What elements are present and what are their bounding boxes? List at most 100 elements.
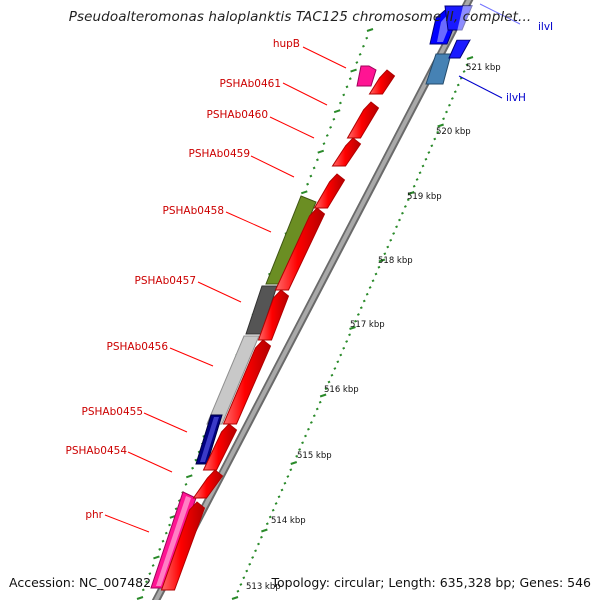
scale-label-517: 517 kbp [350,320,385,330]
minor-tick [242,576,246,580]
minor-tick [168,523,172,527]
scale-label-513: 513 kbp [246,582,281,592]
forward-gene-arrow [222,339,272,425]
forward-gene-arrow [192,469,224,499]
forward-gene-arrow [160,501,206,591]
minor-tick [164,531,168,535]
minor-tick [447,103,451,107]
minor-tick [345,85,349,89]
minor-tick [309,174,313,178]
major-tick [319,393,327,398]
label-PSHAb0454: PSHAb0454 [66,445,128,457]
minor-tick [383,252,387,256]
major-tick [317,149,325,154]
label-PSHAb0455: PSHAb0455 [82,406,143,418]
minor-tick [436,130,440,134]
minor-tick [412,184,416,188]
minor-tick [306,182,310,186]
major-tick [231,596,239,600]
minor-tick [400,211,404,215]
scale-label-521: 521 kbp [466,63,501,73]
minor-tick [433,137,437,141]
minor-tick [254,549,258,553]
minor-tick [248,562,252,566]
minor-tick [161,539,165,543]
scale-label-520: 520 kbp [436,127,471,137]
map-title: Pseudoalteromonas haloplanktis TAC125 ch… [68,9,532,25]
minor-tick [361,44,365,48]
minor-tick [148,572,152,576]
minor-tick [398,218,401,222]
label-PSHAb0457: PSHAb0457 [135,275,196,287]
forward-gene-arrow [346,101,380,139]
minor-tick [274,502,278,505]
minor-tick [277,495,281,499]
major-tick [350,68,357,73]
minor-tick [345,340,349,343]
major-tick [378,258,386,263]
minor-tick [239,583,243,586]
right-gene-labels: ilvI ilvH [506,21,553,104]
minor-tick [145,580,149,584]
minor-tick [427,151,431,154]
minor-tick [374,272,378,276]
scale-label-519: 519 kbp [407,192,442,202]
minor-tick [359,306,363,310]
minor-tick [450,97,454,100]
minor-tick [339,353,343,357]
major-tick [466,56,474,60]
minor-tick [315,158,319,162]
minor-tick [271,508,275,512]
minor-tick [365,36,369,40]
minor-tick [358,52,362,56]
minor-tick [304,434,307,438]
minor-tick [141,588,145,592]
minor-tick [386,245,390,249]
minor-tick [418,171,422,175]
scale-label-514: 514 kbp [271,516,306,526]
major-tick [300,190,308,195]
minor-tick [259,535,263,539]
minor-tick [389,238,393,242]
minor-tick [445,110,448,114]
minor-tick [289,468,293,472]
minor-tick [353,319,357,323]
minor-tick [406,198,410,202]
gene-PSHAb0456 [206,335,260,425]
label-PSHAb0458: PSHAb0458 [163,205,224,217]
label-ilvH: ilvH [506,92,526,104]
major-tick [136,596,144,600]
minor-tick [395,225,399,229]
minor-tick [251,556,255,559]
major-tick [153,555,160,560]
minor-tick [371,279,375,283]
minor-tick [322,142,326,145]
major-tick [185,474,193,479]
minor-tick [329,125,333,129]
minor-tick [158,547,162,551]
gene-ilvH [425,53,452,85]
minor-tick [362,299,366,303]
minor-tick [338,101,342,105]
minor-tick [355,61,359,64]
minor-tick [330,373,334,377]
minor-tick [336,360,340,364]
minor-tick [280,488,284,492]
label-PSHAb0456: PSHAb0456 [107,341,169,353]
minor-tick [348,333,352,337]
scale-track [231,56,474,600]
minor-tick [327,380,331,384]
minor-tick [415,178,419,181]
forward-gene-arrow [313,173,346,209]
forward-gene-arrow [257,289,290,341]
minor-tick [194,458,198,462]
minor-tick [257,542,260,546]
minor-tick [324,387,328,391]
minor-tick [424,157,428,161]
minor-tick [333,367,337,370]
minor-tick [312,166,316,170]
minor-tick [306,427,310,431]
minor-tick [365,292,369,296]
minor-tick [315,407,319,411]
